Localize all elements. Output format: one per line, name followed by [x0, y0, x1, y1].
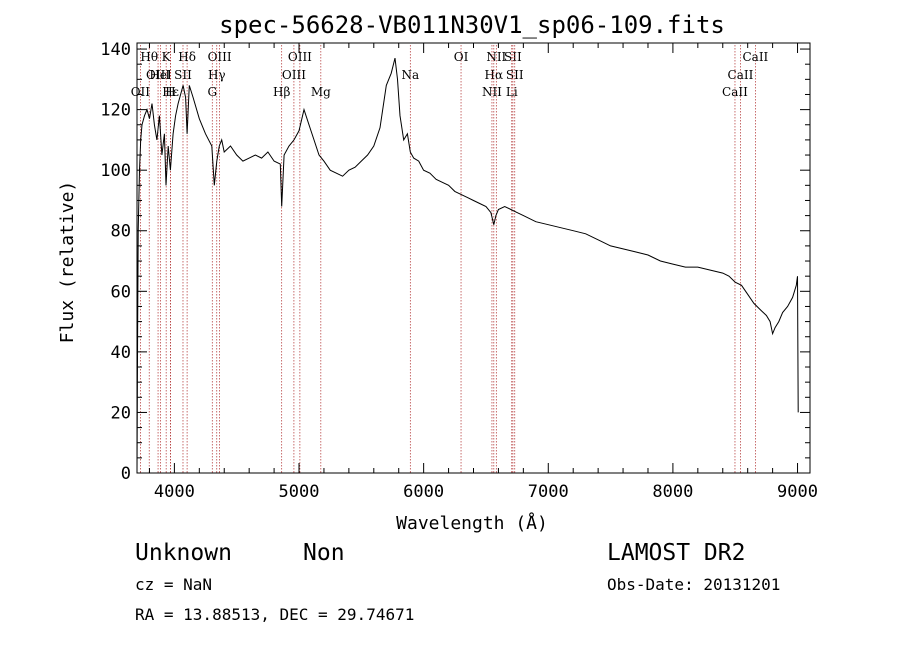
x-tick-label: 8000 [652, 482, 693, 502]
line-marker-label: Li [506, 85, 518, 99]
x-tick-label: 7000 [528, 482, 569, 502]
object-subclass: Non [303, 540, 345, 566]
line-marker-label: CaII [722, 85, 748, 99]
line-marker-label: H [165, 85, 175, 99]
y-tick-label: 80 [111, 222, 131, 242]
line-marker-label: Hθ [140, 50, 158, 64]
x-tick-label: 9000 [777, 482, 818, 502]
line-marker-label: SII [506, 68, 524, 82]
line-marker-label: Mg [311, 85, 331, 99]
line-marker-label: NII [486, 50, 506, 64]
y-tick-label: 120 [100, 101, 131, 121]
line-marker-label: Hγ [208, 68, 226, 82]
y-tick-label: 20 [111, 403, 131, 423]
x-tick-label: 6000 [403, 482, 444, 502]
y-tick-label: 40 [111, 343, 131, 363]
object-class: Unknown [135, 540, 232, 566]
y-tick-label: 100 [100, 161, 131, 181]
line-marker-label: Na [401, 68, 419, 82]
ra-dec-coords: RA = 13.88513, DEC = 29.74671 [135, 605, 414, 624]
line-marker-label: OIII [146, 68, 170, 82]
y-axis-label: Flux (relative) [57, 181, 78, 344]
line-marker-label: OIII [208, 50, 232, 64]
y-axis: 0 20 40 60 80 100 120 140 [100, 40, 810, 484]
spectrum-series-line [136, 57, 799, 474]
y-tick-label: 140 [100, 40, 131, 60]
line-marker-label: K [162, 50, 172, 64]
y-tick-label: 0 [121, 464, 131, 484]
line-marker-label: Hβ [273, 85, 290, 99]
line-marker-label: Hδ [178, 50, 196, 64]
x-tick-label: 4000 [154, 482, 195, 502]
x-tick-label: 5000 [279, 482, 320, 502]
line-marker-label: Hα [485, 68, 504, 82]
obs-date: Obs-Date: 20131201 [607, 575, 780, 594]
x-axis-label: Wavelength (Å) [396, 512, 548, 534]
line-marker-label: Hε [162, 85, 179, 99]
y-tick-label: 60 [111, 282, 131, 302]
line-marker-label: HeI [149, 68, 172, 82]
redshift-cz: cz = NaN [135, 575, 212, 594]
line-marker-label: NII [482, 85, 502, 99]
line-marker-label: CaII [742, 50, 768, 64]
line-marker-label: OIII [282, 68, 306, 82]
line-marker-label: OIII [288, 50, 312, 64]
line-marker-label: OI [454, 50, 469, 64]
line-marker-label: G [207, 85, 217, 99]
plot-frame [136, 42, 811, 474]
line-marker-label: SII [504, 50, 522, 64]
chart-title: spec-56628-VB011N30V1_sp06-109.fits [219, 11, 725, 39]
line-marker-label: SII [174, 68, 192, 82]
x-axis: 4000 5000 6000 7000 8000 9000 [148, 43, 818, 502]
line-marker-label: CaII [728, 68, 754, 82]
emission-line-markers: OII Hθ OIII K HeI HHε SII Hδ OIII Hγ G Hβ OIII OIII Mg… [131, 45, 769, 473]
line-marker-label: OII [131, 85, 151, 99]
survey-name: LAMOST DR2 [607, 540, 745, 566]
